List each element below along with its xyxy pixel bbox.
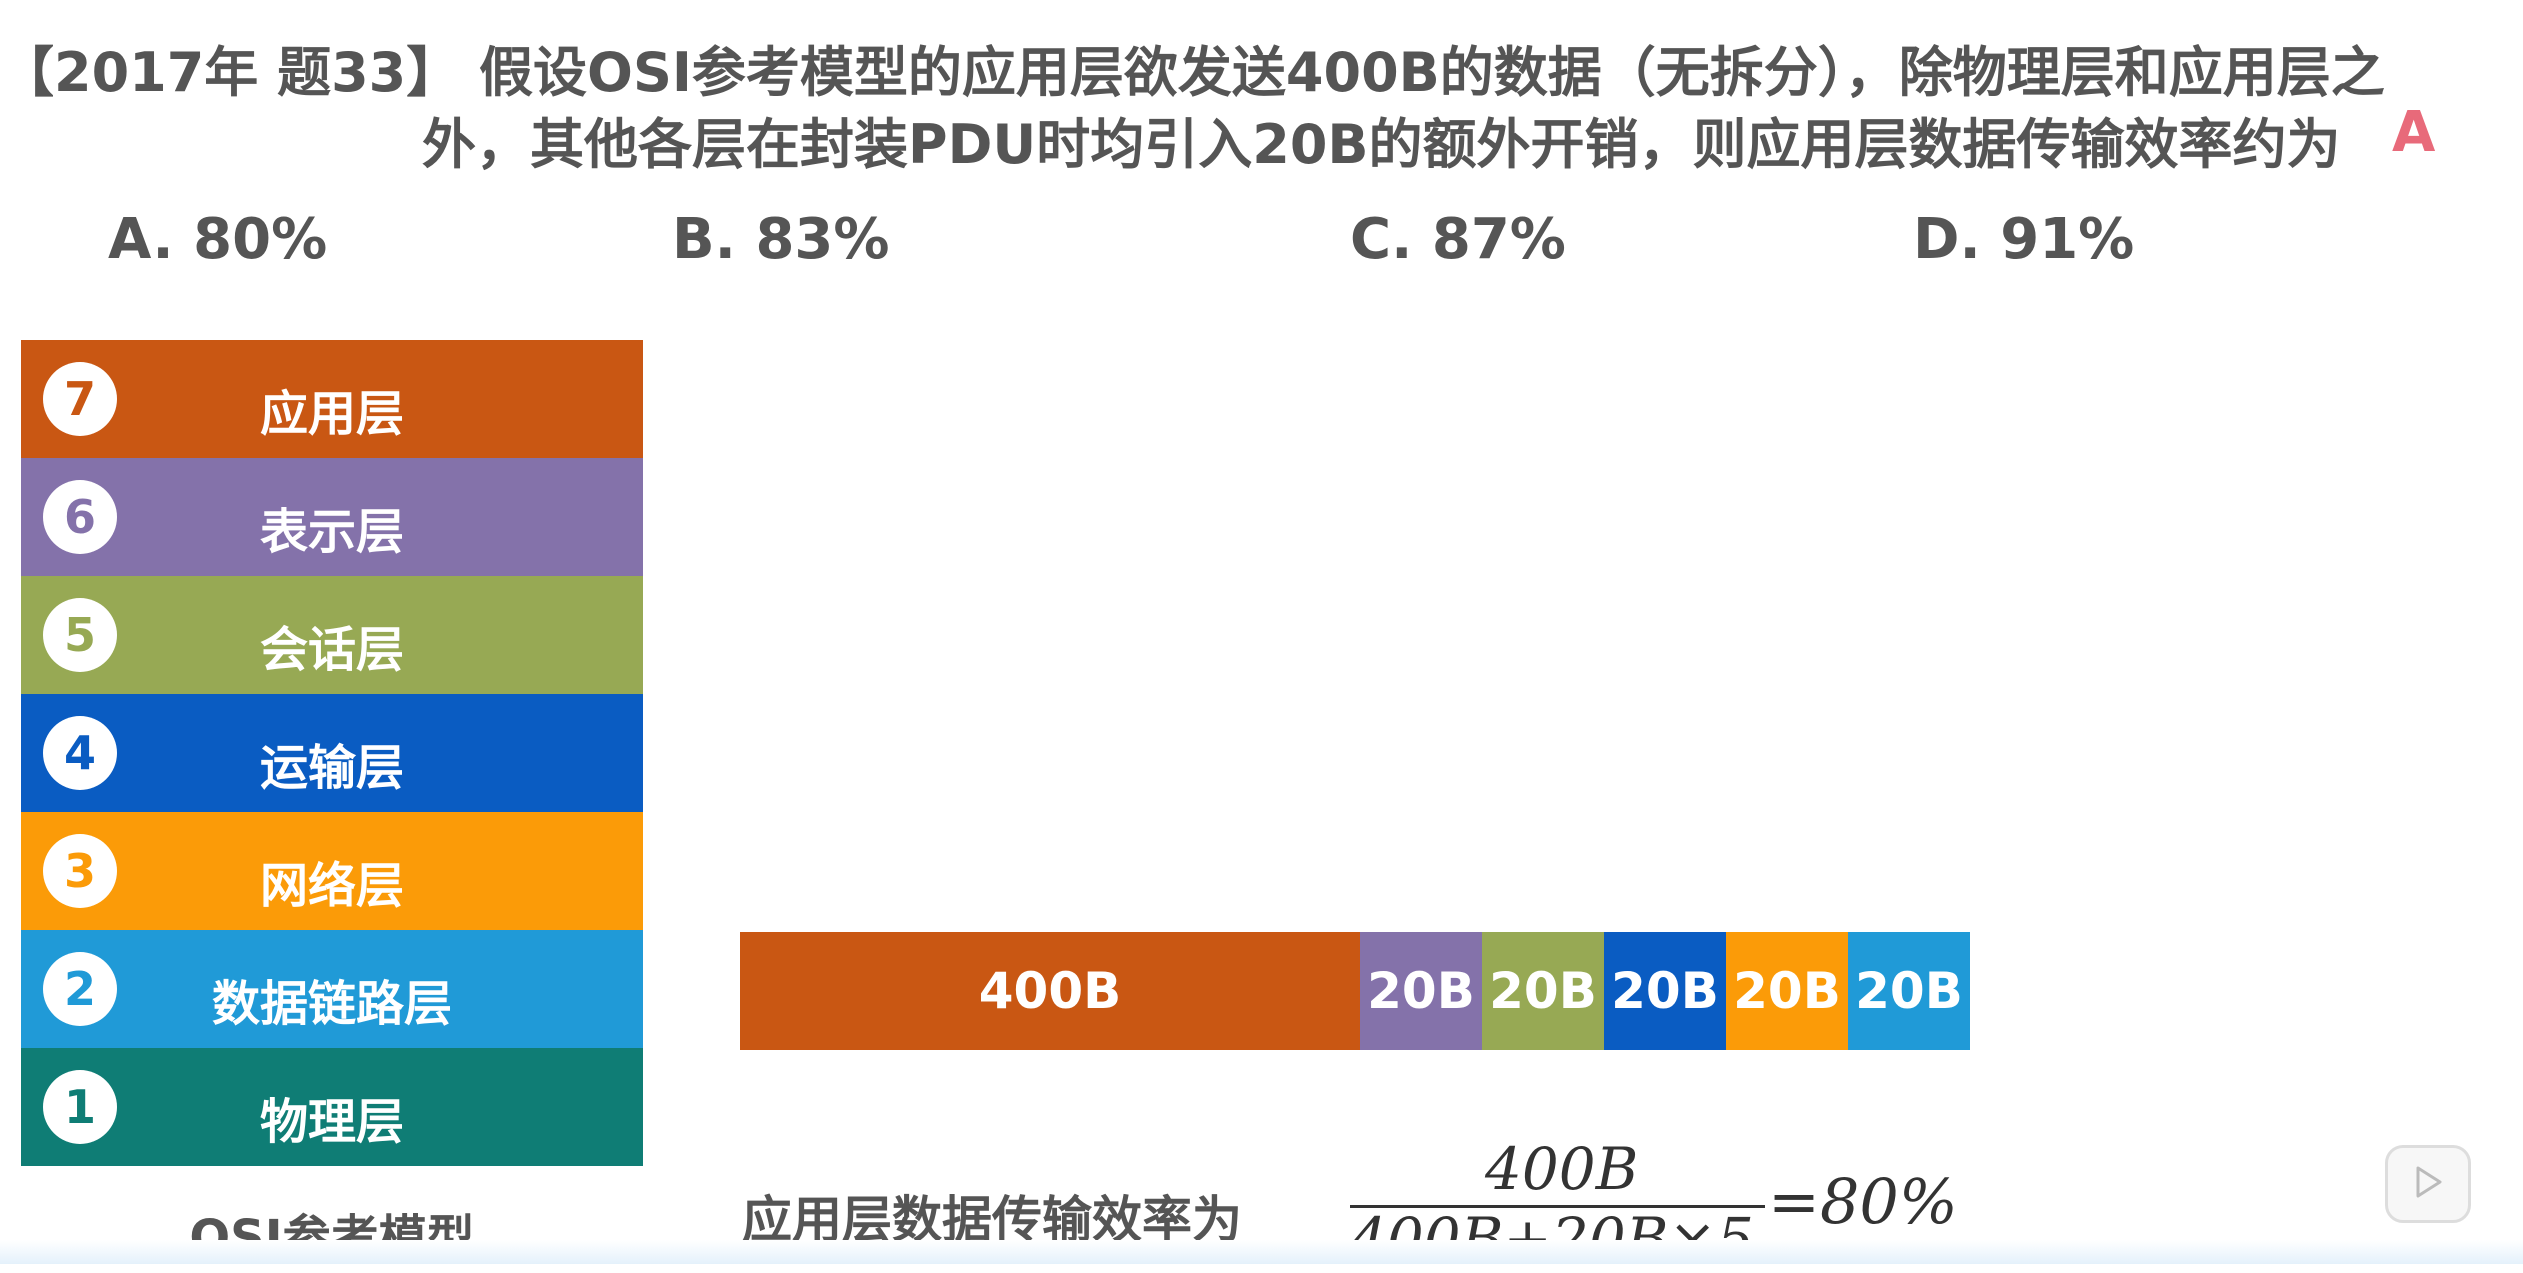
- fraction-result: =80%: [1768, 1165, 1958, 1238]
- pdu-header-segment: 20B: [1482, 932, 1604, 1050]
- play-icon[interactable]: [2385, 1145, 2471, 1223]
- layer-name: 运输层: [259, 740, 404, 796]
- pdu-header-segment: 20B: [1726, 932, 1848, 1050]
- bottom-band: [0, 1240, 2523, 1264]
- osi-layer-3: 3 网络层: [21, 812, 643, 930]
- osi-layer-5: 5 会话层: [21, 576, 643, 694]
- option-b: B. 83%: [672, 207, 890, 272]
- osi-layer-4: 4 运输层: [21, 694, 643, 812]
- layer-name: 物理层: [259, 1094, 404, 1150]
- pdu-data-segment: 400B: [740, 932, 1360, 1050]
- layer-number-badge: 7: [43, 362, 117, 436]
- fraction-numerator: 400B: [1485, 1135, 1639, 1203]
- pdu-header-segment: 20B: [1360, 932, 1482, 1050]
- pdu-bar: 400B 20B 20B 20B 20B 20B: [740, 932, 1970, 1050]
- option-a: A. 80%: [108, 207, 328, 272]
- pdu-header-segment: 20B: [1848, 932, 1970, 1050]
- osi-layer-6: 6 表示层: [21, 458, 643, 576]
- layer-name: 数据链路层: [211, 976, 452, 1032]
- layer-name: 应用层: [259, 386, 404, 442]
- layer-name: 会话层: [259, 622, 404, 678]
- osi-layer-7: 7 应用层: [21, 340, 643, 458]
- option-c: C. 87%: [1350, 207, 1566, 272]
- layer-number-badge: 2: [43, 952, 117, 1026]
- question-line-2: 外，其他各层在封装PDU时均引入20B的额外开销，则应用层数据传输效率约为: [422, 113, 2341, 176]
- question-line-1: 【2017年 题33】 假设OSI参考模型的应用层欲发送400B的数据（无拆分）…: [0, 41, 2385, 104]
- layer-name: 表示层: [259, 504, 404, 560]
- layer-number-badge: 4: [43, 716, 117, 790]
- layer-number-badge: 5: [43, 598, 117, 672]
- osi-layer-1: 1 物理层: [21, 1048, 643, 1166]
- efficiency-label: 应用层数据传输效率为: [742, 1191, 1242, 1249]
- answer-mark: A: [2392, 100, 2436, 165]
- osi-layer-stack: 7 应用层 6 表示层 5 会话层 4 运输层 3 网络层 2 数据链路层 1 物理层: [21, 340, 643, 1166]
- layer-number-badge: 1: [43, 1070, 117, 1144]
- layer-number-badge: 3: [43, 834, 117, 908]
- option-d: D. 91%: [1913, 207, 2135, 272]
- layer-name: 网络层: [259, 858, 404, 914]
- pdu-header-segment: 20B: [1604, 932, 1726, 1050]
- layer-number-badge: 6: [43, 480, 117, 554]
- osi-layer-2: 2 数据链路层: [21, 930, 643, 1048]
- fraction-line: [1350, 1205, 1765, 1208]
